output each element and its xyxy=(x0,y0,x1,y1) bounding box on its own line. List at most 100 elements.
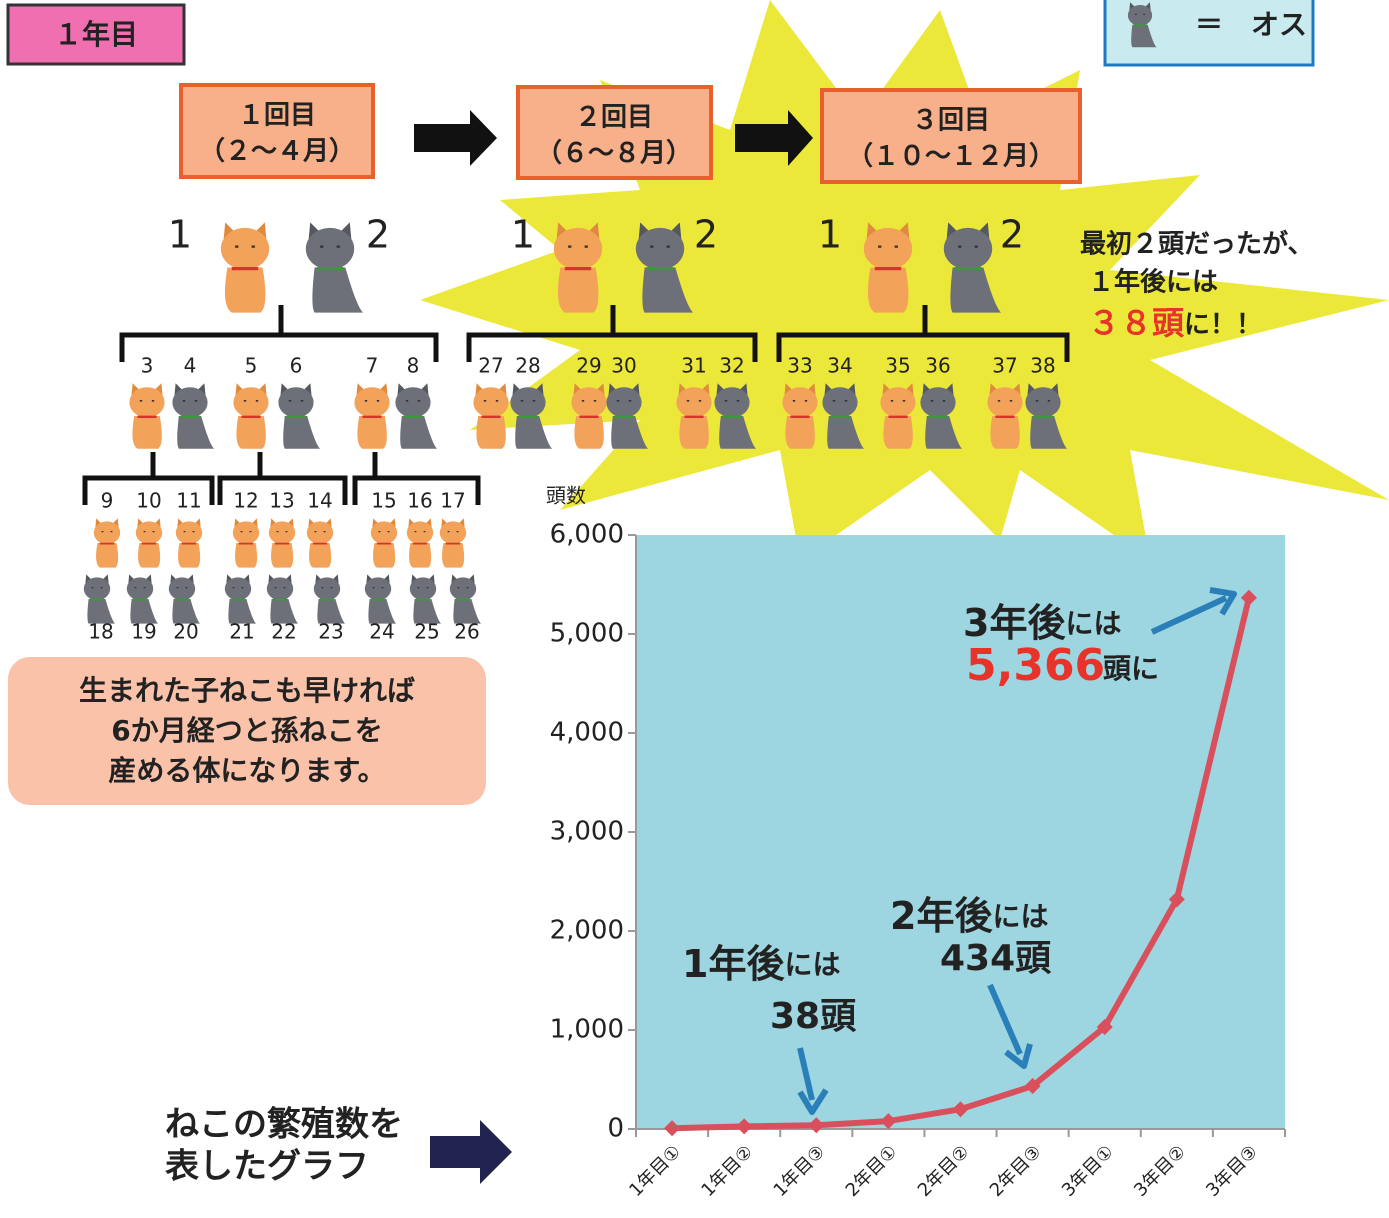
orange-cat xyxy=(233,518,259,567)
cat-body xyxy=(574,416,603,449)
parent-label: 2 xyxy=(366,213,390,257)
cat-body xyxy=(96,543,118,568)
annotation: 3年後には xyxy=(963,601,1121,645)
cat-head xyxy=(169,577,195,600)
callout-line: ３８頭に！！ xyxy=(1088,304,1262,342)
kitten-label: 30 xyxy=(611,354,636,378)
cat-head xyxy=(571,387,606,417)
orange-cat xyxy=(987,383,1022,449)
parent-label: 1 xyxy=(818,213,842,257)
orange-cat xyxy=(307,518,333,567)
cat-head xyxy=(172,387,207,417)
grandkitten-label: 18 xyxy=(88,620,113,644)
cat-head xyxy=(278,387,313,417)
cat-body xyxy=(679,416,708,449)
gray-cat xyxy=(169,574,200,623)
gray-cat xyxy=(127,574,158,623)
grandkitten-label: 26 xyxy=(454,620,479,644)
annotation-count: 38頭 xyxy=(770,996,857,1037)
cat-head xyxy=(129,387,164,417)
callout-line: １年後には xyxy=(1088,267,1218,298)
callout-tail: に！！ xyxy=(1184,310,1262,340)
orange-cat xyxy=(880,383,915,449)
round-period: （２～４月） xyxy=(199,137,355,167)
cat-head xyxy=(410,577,436,600)
x-tick-label: 1年目② xyxy=(697,1141,757,1201)
cat-head xyxy=(314,577,340,600)
cat-head xyxy=(354,387,389,417)
caption-line: 表したグラフ xyxy=(165,1147,369,1187)
orange-cat xyxy=(136,518,162,567)
kitten-label: 37 xyxy=(992,354,1017,378)
cat-head xyxy=(225,577,251,600)
grandkitten-label: 15 xyxy=(371,489,396,513)
cat-head xyxy=(450,577,476,600)
annotation-small: には xyxy=(992,900,1048,933)
cat-body xyxy=(236,416,265,449)
parent-label: 2 xyxy=(1000,213,1024,257)
annotation-count: 434頭 xyxy=(940,938,1052,979)
gray-cat xyxy=(410,574,441,623)
grandkitten-label: 21 xyxy=(229,620,254,644)
kitten-label: 36 xyxy=(925,354,950,378)
infographic: １年目 ＝ オス １回目 （２～４月） ２回目 （６～８月） ３回目 （１０～１… xyxy=(0,0,1389,1218)
cat-body xyxy=(990,416,1019,449)
cat-head xyxy=(395,387,430,417)
grandkitten-label: 25 xyxy=(414,620,439,644)
cat-head xyxy=(306,228,354,270)
cat-body xyxy=(271,543,293,568)
y-tick-label: 3,000 xyxy=(550,817,624,847)
parent-label: 1 xyxy=(511,213,535,257)
year-tag: １年目 xyxy=(54,18,138,51)
cat-head xyxy=(606,387,641,417)
cat-head xyxy=(221,228,269,270)
cat-body xyxy=(225,268,266,313)
cat-head xyxy=(127,577,153,600)
cat-head xyxy=(944,228,992,270)
bracket xyxy=(122,305,436,362)
annotation: 2年後には xyxy=(890,894,1048,938)
y-tick-label: 4,000 xyxy=(550,718,624,748)
cat-head xyxy=(233,521,259,544)
kitten-label: 38 xyxy=(1030,354,1055,378)
orange-cat xyxy=(269,518,295,567)
x-tick-label: 3年目① xyxy=(1058,1141,1118,1201)
grandkitten-label: 14 xyxy=(307,489,332,513)
cat-body xyxy=(558,268,599,313)
cat-head xyxy=(84,577,110,600)
grandkitten-label: 22 xyxy=(271,620,296,644)
cat-body xyxy=(883,416,912,449)
orange-cat xyxy=(233,383,268,449)
cat-head xyxy=(473,387,508,417)
parent-label: 2 xyxy=(694,213,718,257)
gray-cat xyxy=(267,574,298,623)
callout-line: 最初２頭だったが、 xyxy=(1080,229,1313,260)
cat-head xyxy=(880,387,915,417)
cat-head xyxy=(554,228,602,270)
gray-cat xyxy=(225,574,256,623)
cat-body xyxy=(138,543,160,568)
orange-cat xyxy=(782,383,817,449)
orange-cat xyxy=(571,383,606,449)
grandkitten-label: 16 xyxy=(407,489,432,513)
annotation-count: 5,366 xyxy=(966,640,1105,691)
orange-cat xyxy=(554,222,602,312)
gray-cat xyxy=(306,222,363,312)
y-tick-label: 2,000 xyxy=(550,916,624,946)
gray-cat xyxy=(395,383,437,449)
grandkitten-label: 11 xyxy=(176,489,201,513)
x-tick-label: 2年目② xyxy=(914,1141,974,1201)
x-tick-label: 3年目② xyxy=(1130,1141,1190,1201)
y-tick-label: 5,000 xyxy=(550,619,624,649)
cat-head xyxy=(676,387,711,417)
grandkitten-label: 12 xyxy=(233,489,258,513)
y-tick-label: 1,000 xyxy=(550,1015,624,1045)
cat-head xyxy=(365,577,391,600)
cat-head xyxy=(233,387,268,417)
cat-head xyxy=(307,521,333,544)
cat-body xyxy=(312,268,363,313)
arrow xyxy=(414,110,497,166)
y-tick-label: 6,000 xyxy=(550,520,624,550)
cat-body xyxy=(373,543,395,568)
y-tick-label: 0 xyxy=(607,1114,624,1144)
